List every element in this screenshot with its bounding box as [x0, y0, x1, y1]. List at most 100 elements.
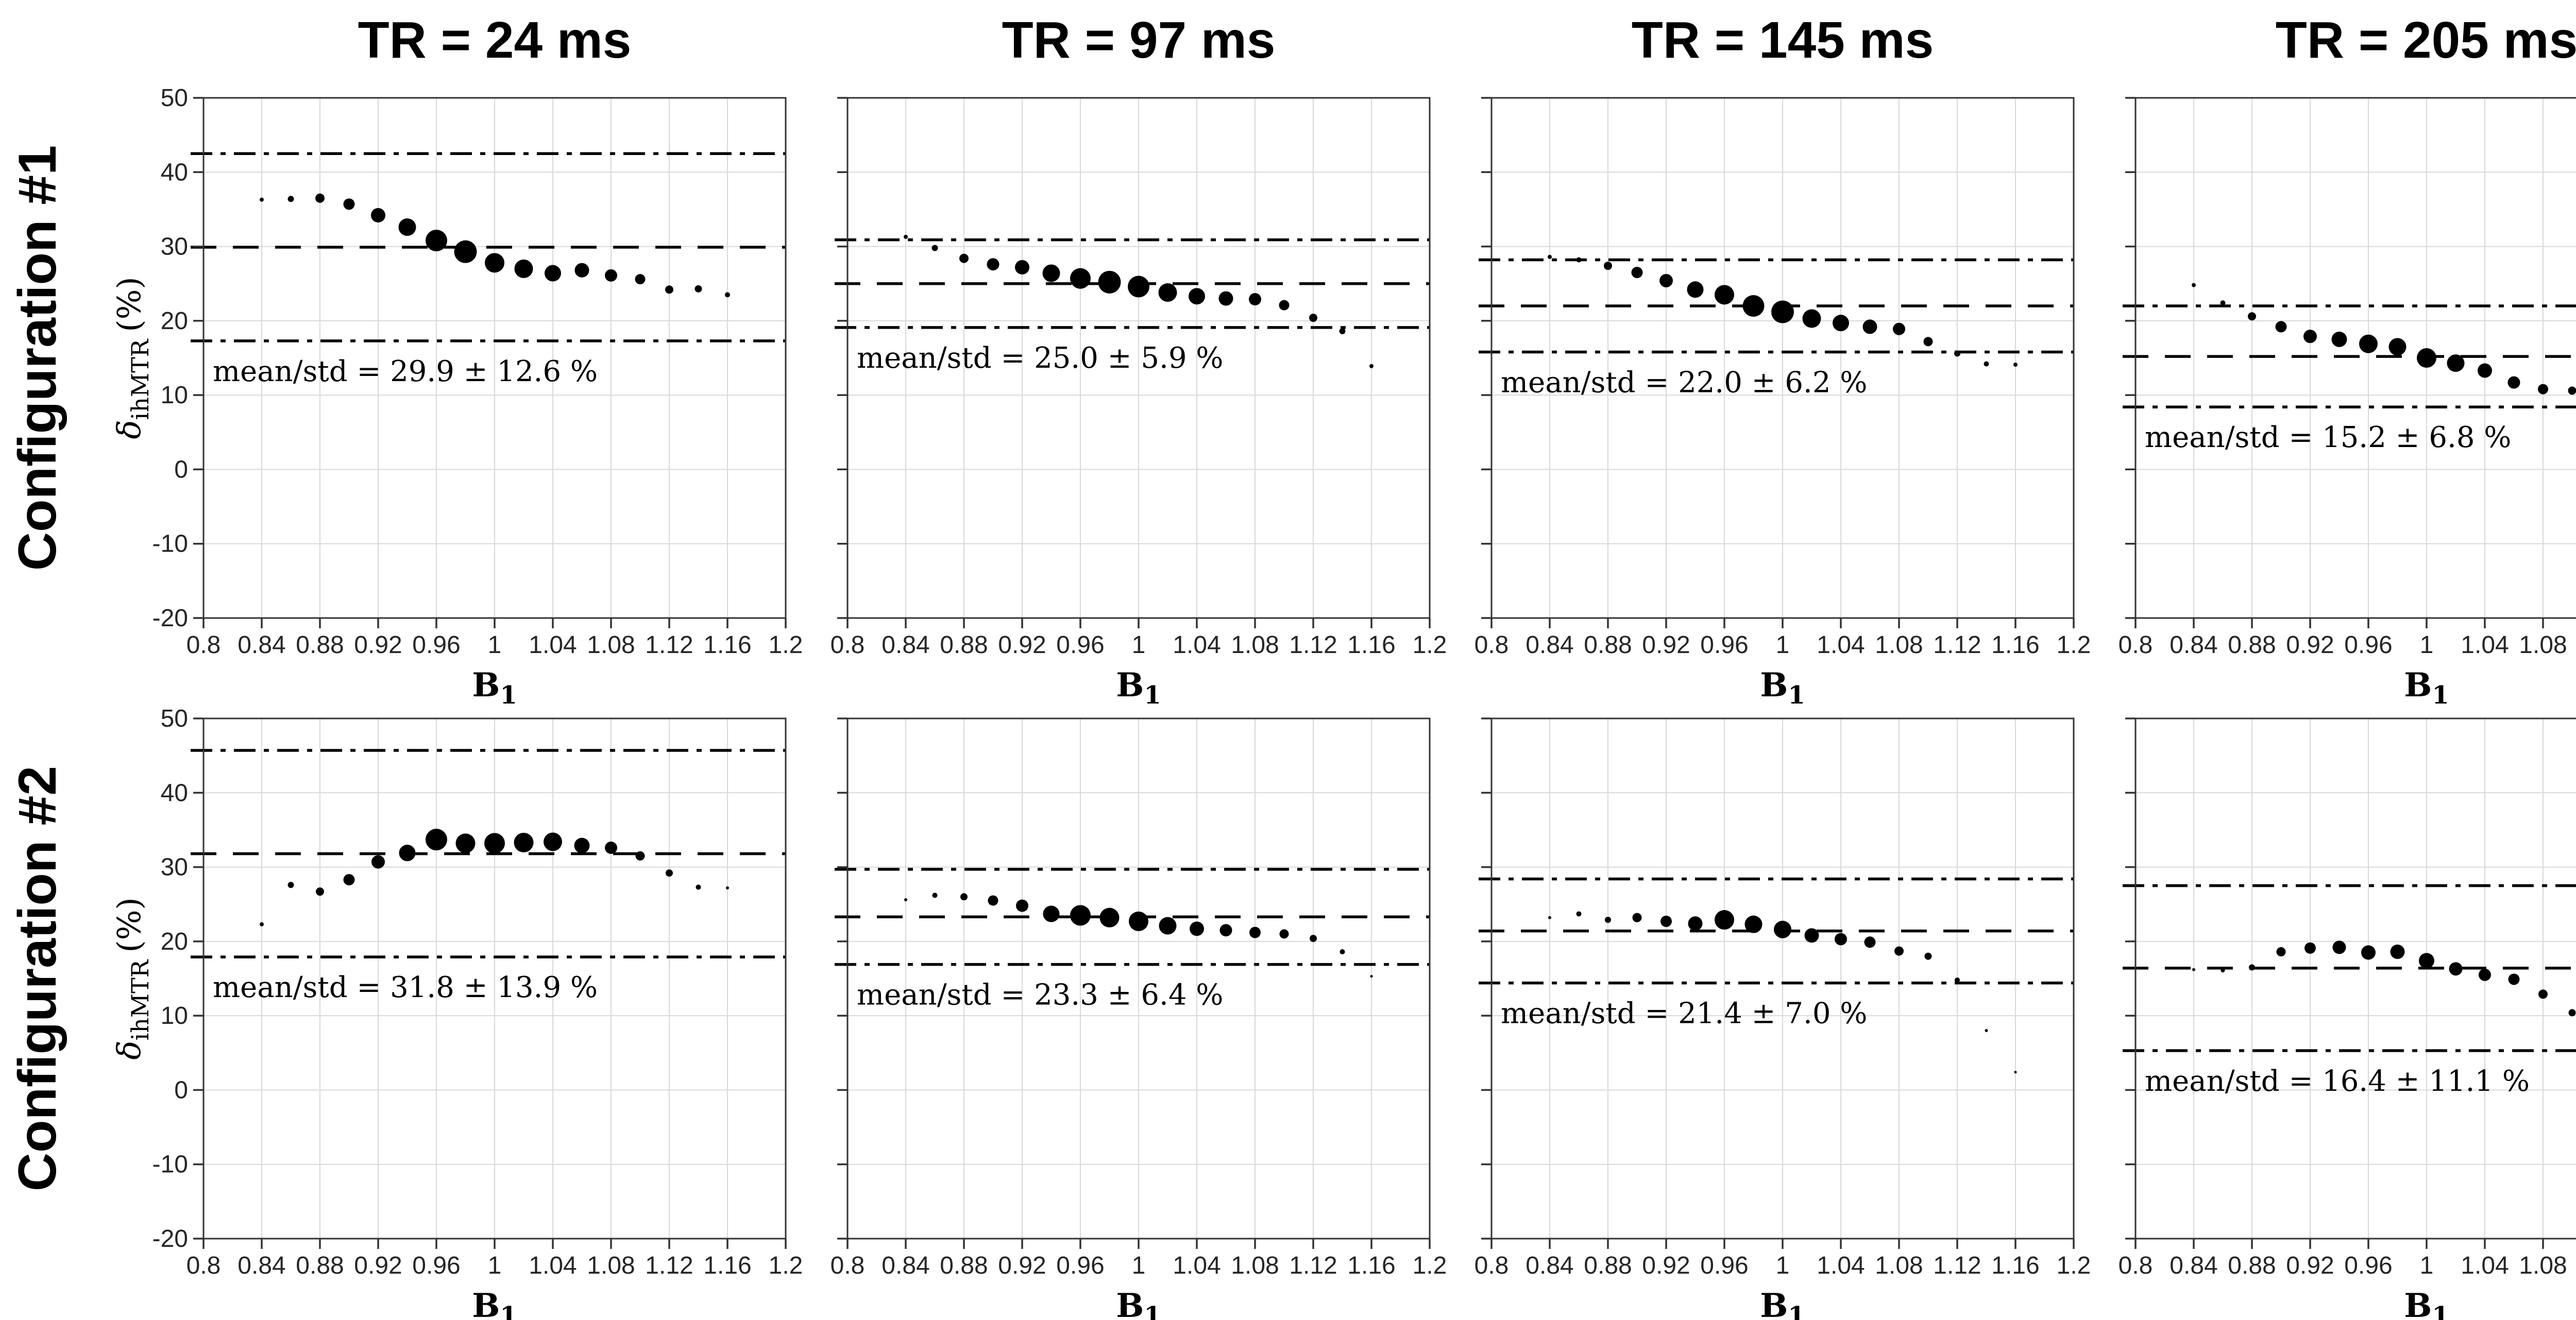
x-tick-label: 0.92 — [2286, 1252, 2334, 1279]
data-point — [1219, 924, 1232, 937]
y-axis-label-subscript: ihMTR — [126, 959, 154, 1040]
x-tick-label: 0.92 — [998, 1252, 1046, 1279]
y-tick-label: 50 — [161, 705, 188, 732]
data-point — [2221, 968, 2225, 973]
x-axis-label-base: B — [1760, 666, 1788, 705]
data-point — [2478, 363, 2492, 378]
data-point — [545, 265, 561, 282]
data-point — [484, 833, 505, 854]
data-point — [904, 898, 907, 902]
data-point — [514, 832, 534, 852]
data-point — [1016, 899, 1028, 912]
data-point — [2508, 973, 2520, 985]
column-title: TR = 97 ms — [1002, 11, 1276, 69]
y-tick-label: -10 — [152, 530, 188, 558]
data-point — [1279, 929, 1289, 939]
data-point — [1070, 268, 1091, 289]
x-tick-label: 0.96 — [1700, 631, 1748, 659]
data-point — [2220, 300, 2226, 306]
y-tick-label: 0 — [174, 456, 188, 483]
data-point — [1548, 254, 1552, 259]
data-point — [2419, 953, 2434, 969]
x-tick-label: 1.08 — [587, 1252, 635, 1279]
data-point — [1190, 921, 1204, 936]
x-tick-label: 0.8 — [831, 631, 865, 659]
x-tick-label: 1.04 — [529, 1252, 577, 1279]
mean-std-annotation: mean/std = 25.0 ± 5.9 % — [857, 341, 1223, 375]
x-tick-label: 1 — [2420, 631, 2434, 659]
x-tick-label: 0.96 — [412, 631, 460, 659]
column-title: TR = 205 ms — [2276, 11, 2576, 69]
data-point — [1310, 935, 1317, 942]
data-point — [726, 886, 729, 889]
data-point — [343, 874, 355, 886]
x-tick-label: 0.84 — [2170, 631, 2217, 659]
y-axis-label-symbol: δ — [110, 1040, 148, 1059]
data-point — [959, 253, 969, 263]
x-axis-label-subscript: 1 — [1144, 1301, 1161, 1320]
y-tick-label: 50 — [161, 84, 188, 112]
data-point — [426, 829, 447, 851]
x-tick-label: 1.04 — [1173, 631, 1221, 659]
data-point — [2276, 947, 2286, 957]
x-axis-label-subscript: 1 — [2432, 1301, 2449, 1320]
x-tick-label: 0.84 — [882, 1252, 929, 1279]
data-point — [1099, 907, 1120, 928]
data-point — [316, 887, 324, 896]
x-axis-label-base: B — [1116, 1287, 1144, 1320]
data-point — [287, 882, 294, 888]
x-tick-label: 1.12 — [1289, 1252, 1337, 1279]
x-axis-label: B1 — [472, 666, 517, 710]
y-tick-label: -20 — [152, 1225, 188, 1253]
x-tick-label: 1.08 — [587, 631, 635, 659]
data-point — [371, 208, 385, 222]
y-tick-label: 40 — [161, 159, 188, 186]
x-tick-label: 1.2 — [1413, 631, 1447, 659]
x-axis-label: B1 — [1760, 666, 1805, 710]
x-tick-label: 1.2 — [2057, 631, 2091, 659]
data-point — [1309, 314, 1317, 322]
data-point — [1218, 291, 1233, 306]
x-tick-label: 0.8 — [1475, 1252, 1509, 1279]
x-tick-label: 0.88 — [2228, 631, 2276, 659]
data-point — [635, 851, 645, 861]
x-tick-label: 1.2 — [769, 1252, 803, 1279]
data-point — [371, 855, 385, 869]
x-tick-label: 0.92 — [1642, 1252, 1690, 1279]
x-tick-label: 0.92 — [2286, 631, 2334, 659]
data-point — [2275, 321, 2287, 333]
data-point — [1128, 276, 1149, 298]
subplot-config2-col3: 0.8 0.84 0.88 0.92 0.96 1 1.04 1.08 1.12 1.16 1.2 m… — [1475, 717, 2091, 1320]
x-tick-label: 1.2 — [1413, 1252, 1447, 1279]
data-point — [1804, 928, 1819, 943]
x-tick-label: 1.12 — [1289, 631, 1337, 659]
x-tick-label: 0.96 — [1056, 631, 1104, 659]
data-point — [2303, 330, 2317, 344]
data-point — [1632, 913, 1642, 922]
data-point — [1894, 946, 1904, 956]
x-tick-label: 0.84 — [2170, 1252, 2217, 1279]
x-tick-label: 1 — [1132, 1252, 1146, 1279]
x-tick-label: 1.04 — [2461, 631, 2509, 659]
data-point — [2014, 1071, 2017, 1074]
data-point — [1042, 264, 1060, 282]
data-point — [1984, 361, 1989, 367]
data-point — [960, 893, 968, 901]
x-tick-label: 0.88 — [2228, 1252, 2276, 1279]
x-tick-label: 0.88 — [296, 1252, 344, 1279]
x-tick-label: 0.92 — [354, 1252, 402, 1279]
data-point — [1771, 300, 1794, 323]
x-tick-label: 0.84 — [1526, 1252, 1573, 1279]
x-tick-label: 0.96 — [1056, 1252, 1104, 1279]
plot-area — [2136, 718, 2576, 1239]
x-tick-label: 0.88 — [940, 1252, 988, 1279]
x-tick-label: 1.16 — [1991, 1252, 2039, 1279]
x-tick-label: 1.08 — [1875, 631, 1923, 659]
x-tick-label: 1.12 — [1933, 1252, 1981, 1279]
x-axis-label: B1 — [1760, 1287, 1805, 1320]
data-point — [2568, 386, 2576, 395]
data-point — [2192, 968, 2195, 971]
data-point — [1015, 260, 1029, 275]
data-point — [1548, 916, 1551, 919]
x-tick-label: 1.08 — [1231, 1252, 1279, 1279]
